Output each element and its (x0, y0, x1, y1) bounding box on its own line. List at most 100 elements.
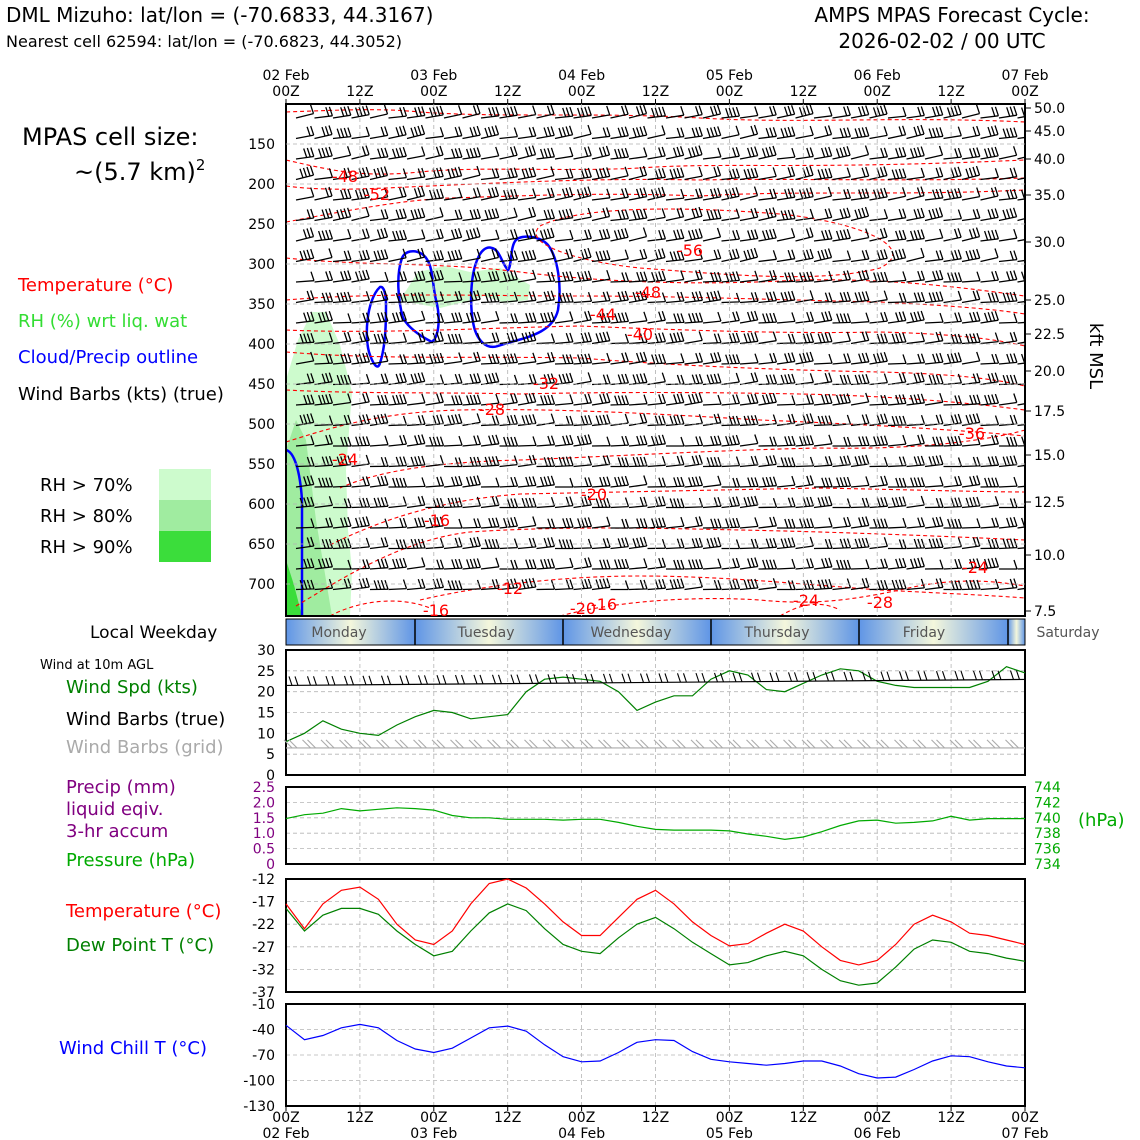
wind-barb (554, 208, 574, 222)
cell-size-line2: ~(5.7 km)2 (74, 156, 205, 186)
wind-barb (480, 248, 500, 263)
wind-barb (369, 249, 389, 263)
wind-barb (924, 374, 944, 386)
wind-barb (517, 436, 537, 447)
wind-barb (499, 455, 519, 468)
wind-barb (832, 291, 852, 304)
wind-barb (295, 394, 315, 406)
wind-barb (480, 434, 500, 447)
wind-barb (924, 291, 944, 304)
wind-barb (314, 292, 334, 304)
wind-barb (314, 353, 334, 365)
temperature-line (285, 878, 1026, 966)
wind-barb (554, 271, 574, 283)
wind-barb (462, 332, 482, 345)
wind-barb (887, 125, 907, 140)
bottom-hour-label: 00Z (568, 1110, 595, 1126)
wind-barb (314, 517, 334, 529)
true-barb (473, 674, 484, 685)
wind-barb (536, 518, 556, 529)
wind-barb (443, 147, 463, 160)
wind-barb (980, 455, 1000, 468)
wind-barb (869, 518, 889, 529)
y-tick-label: 25 (257, 664, 275, 680)
wind-barb (924, 476, 944, 488)
wind-barb (536, 373, 556, 386)
wind-barb (295, 496, 315, 509)
wind-barb (591, 269, 611, 283)
wind-barb (499, 250, 519, 263)
wind-barb (332, 228, 352, 242)
wind-barb (702, 518, 722, 529)
wind-barb (776, 290, 796, 304)
wind-barb (295, 165, 315, 181)
wind-barb (665, 207, 685, 222)
wind-barb (388, 415, 408, 427)
wind-barb (351, 559, 371, 570)
wind-barb (887, 415, 907, 427)
wind-barb (314, 146, 333, 160)
wind-barb (998, 207, 1018, 222)
wind-barb (832, 331, 851, 345)
wind-barb (425, 291, 445, 304)
wind-barb (684, 476, 704, 488)
wind-barb (906, 247, 925, 263)
wind-barb (980, 434, 1000, 447)
wind-barb (406, 229, 426, 242)
wind-barb (332, 250, 352, 263)
true-barb (824, 671, 836, 682)
wind-barb (351, 312, 371, 324)
wind-barb (795, 496, 815, 509)
wind-barb (480, 229, 500, 242)
grid-barb (986, 739, 1001, 749)
wind-barb (869, 249, 888, 263)
wind-barb (887, 271, 907, 283)
grid-barb (894, 739, 908, 749)
true-barb (954, 670, 965, 681)
wind-barb (887, 146, 907, 160)
wind-barb (425, 537, 445, 550)
wind-barb (406, 353, 426, 365)
wind-barb (499, 127, 519, 140)
wind-barb (610, 105, 629, 119)
wind-barb (739, 477, 759, 488)
wind-barb (499, 374, 519, 386)
y-tick-label: 0 (266, 768, 275, 784)
wind-barb (906, 495, 925, 509)
wind-barb (1017, 579, 1025, 591)
wind-barb (684, 188, 703, 201)
wind-barb (739, 207, 759, 222)
wind-barb (573, 291, 593, 304)
grid-barb (468, 739, 483, 749)
wind-barb (554, 125, 574, 140)
wind-barb (554, 229, 574, 242)
wind-barb (943, 290, 962, 304)
cycle-label: AMPS MPAS Forecast Cycle: (814, 3, 1089, 27)
true-barb (584, 673, 595, 684)
grid-barb (949, 739, 964, 749)
wind-barb (832, 559, 852, 570)
wind-barb (850, 476, 870, 488)
wind-barb (480, 292, 500, 304)
wind-barb (684, 126, 703, 140)
wind-barb (480, 125, 500, 140)
wind-barb (628, 394, 648, 406)
grid-barb (561, 739, 575, 749)
wind-barb (1017, 156, 1025, 160)
wind-barb (850, 516, 870, 529)
wind-barb (832, 167, 851, 181)
wind-barb (314, 270, 334, 283)
wind-barb (961, 456, 981, 468)
wind-barb (591, 436, 611, 447)
bottom-hour-label: 12Z (494, 1110, 521, 1126)
wind-barb (573, 517, 593, 529)
wind-barb (591, 188, 611, 201)
wind-barb (443, 413, 463, 427)
wind-barb (758, 207, 777, 222)
cross-section-panel: -48-52-56-48-44-40-32-28-24-36-20-16-24-… (248, 101, 1106, 620)
wind-barb (739, 167, 759, 181)
wind-barb (832, 207, 851, 222)
kft-tick-label: 25.0 (1034, 293, 1065, 309)
